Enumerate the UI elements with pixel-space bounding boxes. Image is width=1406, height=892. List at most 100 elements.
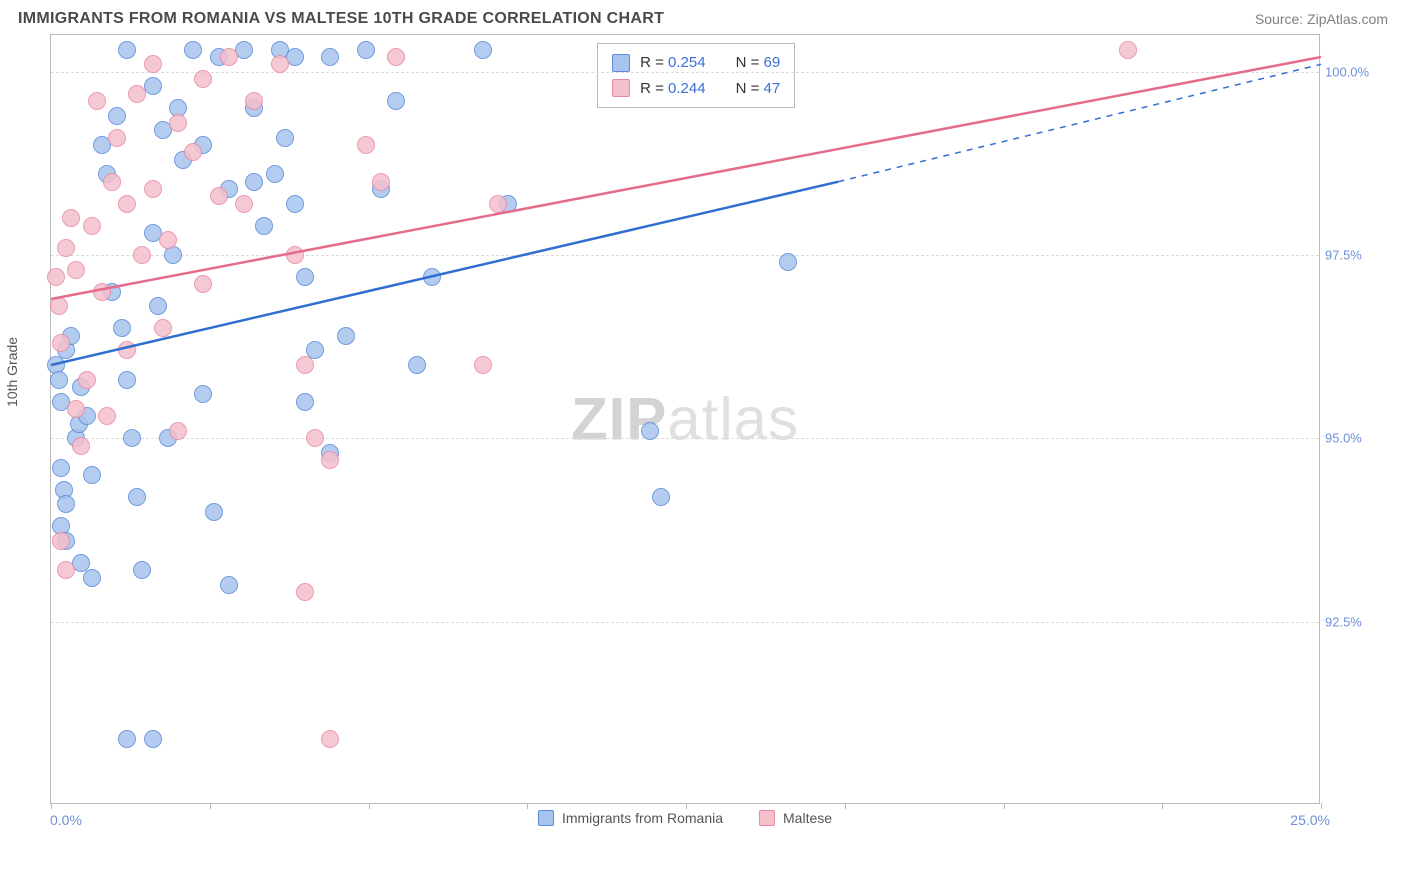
- data-point: [128, 85, 146, 103]
- data-point: [118, 195, 136, 213]
- data-point: [154, 319, 172, 337]
- data-point: [321, 451, 339, 469]
- y-tick-label: 97.5%: [1325, 248, 1375, 263]
- data-point: [337, 327, 355, 345]
- stats-row: R = 0.244 N = 47: [612, 76, 780, 102]
- gridline: [51, 438, 1319, 439]
- data-point: [123, 429, 141, 447]
- data-point: [245, 173, 263, 191]
- data-point: [72, 437, 90, 455]
- data-point: [245, 92, 263, 110]
- data-point: [306, 429, 324, 447]
- data-point: [220, 576, 238, 594]
- data-point: [50, 297, 68, 315]
- data-point: [144, 180, 162, 198]
- data-point: [52, 334, 70, 352]
- x-axis-min-label: 0.0%: [50, 812, 82, 828]
- data-point: [144, 55, 162, 73]
- data-point: [641, 422, 659, 440]
- legend-swatch: [612, 79, 630, 97]
- data-point: [133, 561, 151, 579]
- data-point: [118, 730, 136, 748]
- x-tick: [1321, 803, 1322, 809]
- plot-region: ZIPatlas R = 0.254N = 69R = 0.244N = 47 …: [50, 34, 1320, 804]
- y-tick-label: 100.0%: [1325, 64, 1375, 79]
- data-point: [296, 268, 314, 286]
- y-axis-label: 10th Grade: [4, 337, 20, 407]
- data-point: [255, 217, 273, 235]
- data-point: [321, 48, 339, 66]
- data-point: [286, 195, 304, 213]
- data-point: [50, 371, 68, 389]
- n-label: N = 47: [736, 76, 781, 102]
- data-point: [423, 268, 441, 286]
- data-point: [210, 187, 228, 205]
- data-point: [652, 488, 670, 506]
- data-point: [169, 114, 187, 132]
- data-point: [52, 532, 70, 550]
- gridline: [51, 255, 1319, 256]
- gridline: [51, 72, 1319, 73]
- data-point: [387, 92, 405, 110]
- data-point: [108, 107, 126, 125]
- r-label: R = 0.244: [640, 76, 705, 102]
- data-point: [266, 165, 284, 183]
- data-point: [67, 261, 85, 279]
- legend-swatch: [759, 810, 775, 826]
- data-point: [118, 341, 136, 359]
- data-point: [357, 136, 375, 154]
- data-point: [113, 319, 131, 337]
- data-point: [235, 195, 253, 213]
- data-point: [103, 173, 121, 191]
- data-point: [118, 371, 136, 389]
- legend-item: Maltese: [759, 810, 832, 826]
- watermark: ZIPatlas: [571, 385, 799, 454]
- data-point: [276, 129, 294, 147]
- data-point: [83, 569, 101, 587]
- legend-swatch: [538, 810, 554, 826]
- data-point: [194, 70, 212, 88]
- data-point: [62, 209, 80, 227]
- data-point: [286, 246, 304, 264]
- legend-item: Immigrants from Romania: [538, 810, 723, 826]
- data-point: [489, 195, 507, 213]
- x-axis-row: 0.0% Immigrants from RomaniaMaltese 25.0…: [50, 808, 1320, 834]
- data-point: [220, 48, 238, 66]
- data-point: [271, 55, 289, 73]
- data-point: [128, 488, 146, 506]
- series-legend: Immigrants from Romania Maltese: [538, 810, 832, 826]
- data-point: [1119, 41, 1137, 59]
- data-point: [205, 503, 223, 521]
- trend-lines: [51, 35, 1321, 805]
- data-point: [474, 356, 492, 374]
- y-tick-label: 95.0%: [1325, 431, 1375, 446]
- data-point: [67, 400, 85, 418]
- data-point: [474, 41, 492, 59]
- data-point: [83, 466, 101, 484]
- gridline: [51, 622, 1319, 623]
- x-axis-max-label: 25.0%: [1290, 812, 1330, 828]
- data-point: [372, 173, 390, 191]
- data-point: [78, 371, 96, 389]
- data-point: [159, 231, 177, 249]
- data-point: [149, 297, 167, 315]
- legend-label: Maltese: [783, 810, 832, 826]
- data-point: [93, 283, 111, 301]
- source-label: Source: ZipAtlas.com: [1255, 11, 1388, 27]
- chart-title: IMMIGRANTS FROM ROMANIA VS MALTESE 10TH …: [18, 10, 664, 28]
- data-point: [133, 246, 151, 264]
- data-point: [296, 393, 314, 411]
- data-point: [144, 730, 162, 748]
- legend-swatch: [612, 54, 630, 72]
- data-point: [194, 275, 212, 293]
- legend-label: Immigrants from Romania: [562, 810, 723, 826]
- data-point: [118, 41, 136, 59]
- data-point: [194, 385, 212, 403]
- data-point: [184, 41, 202, 59]
- y-tick-label: 92.5%: [1325, 614, 1375, 629]
- data-point: [184, 143, 202, 161]
- data-point: [357, 41, 375, 59]
- data-point: [98, 407, 116, 425]
- data-point: [779, 253, 797, 271]
- chart-area: 10th Grade ZIPatlas R = 0.254N = 69R = 0…: [0, 34, 1406, 834]
